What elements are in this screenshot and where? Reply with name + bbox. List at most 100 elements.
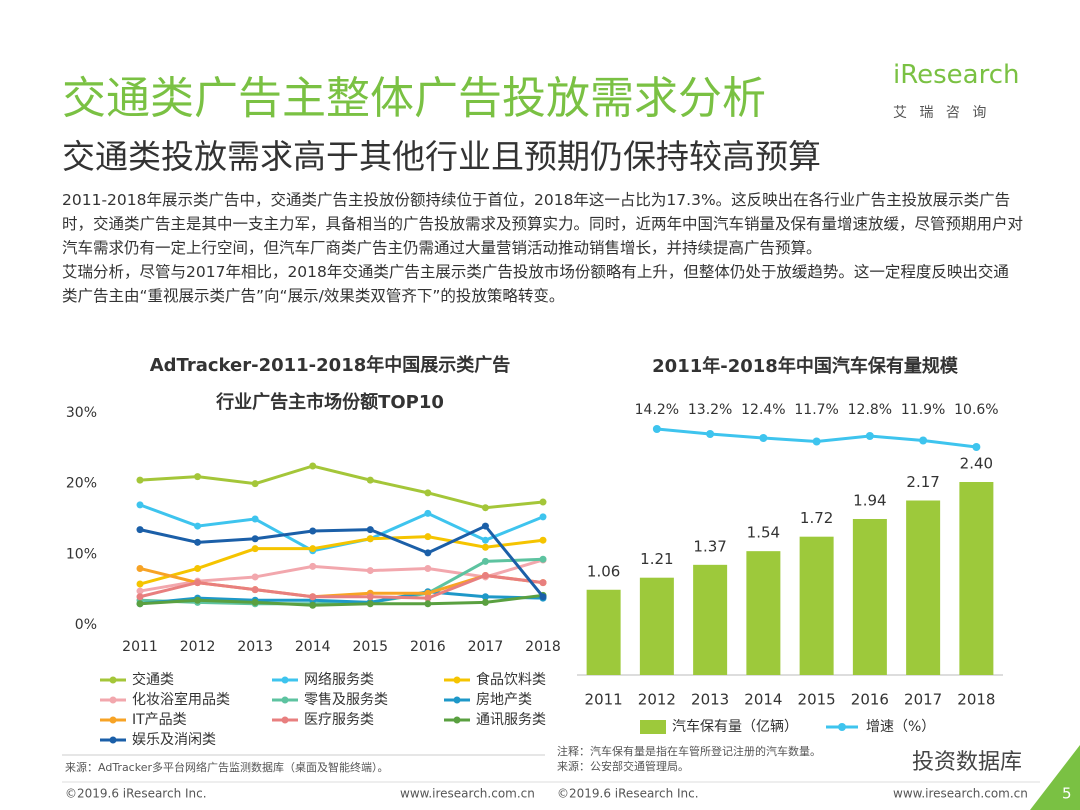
point bbox=[539, 555, 547, 563]
point bbox=[251, 598, 259, 606]
series-line bbox=[139, 573, 544, 600]
point bbox=[251, 515, 259, 523]
x-tick-label: 2011 bbox=[585, 691, 623, 709]
corner bbox=[1030, 745, 1080, 810]
value-label: 1.21 bbox=[640, 550, 673, 568]
series-line bbox=[139, 558, 544, 593]
point bbox=[424, 589, 432, 597]
point bbox=[424, 549, 432, 557]
bar bbox=[639, 577, 674, 675]
point bbox=[251, 573, 259, 581]
point bbox=[309, 462, 317, 470]
value-label: 11.9% bbox=[901, 402, 945, 418]
slide-subtitle: 交通类投放需求高于其他行业且预期仍保持较高预算 bbox=[62, 137, 821, 176]
bar bbox=[693, 564, 728, 675]
x-tick-label: 2015 bbox=[352, 639, 388, 655]
point bbox=[539, 593, 547, 601]
y-tick-label: 20% bbox=[66, 476, 97, 492]
legend-dot bbox=[281, 716, 289, 724]
value-label: 12.8% bbox=[848, 402, 892, 418]
x-tick-label: 2018 bbox=[957, 691, 995, 709]
legend-label: 房地产类 bbox=[476, 692, 532, 708]
point bbox=[706, 430, 715, 438]
point bbox=[919, 436, 928, 445]
point bbox=[194, 579, 202, 587]
x-tick-label: 2013 bbox=[691, 691, 729, 709]
point bbox=[539, 513, 547, 521]
source: 来源：AdTracker多平台网络广告监测数据库（桌面及智能终端）。 bbox=[65, 760, 389, 774]
point bbox=[366, 593, 374, 601]
point bbox=[309, 562, 317, 570]
point bbox=[972, 443, 981, 451]
x-tick-label: 2012 bbox=[180, 639, 216, 655]
point bbox=[652, 425, 661, 433]
point bbox=[424, 533, 432, 541]
legend-label: 网络服务类 bbox=[304, 672, 374, 688]
chart-title: 2011年-2018年中国汽车保有量规模 bbox=[652, 355, 959, 377]
bar bbox=[799, 536, 834, 675]
legend-label: 汽车保有量（亿辆） bbox=[672, 718, 798, 735]
legend-label: 交通类 bbox=[132, 671, 174, 688]
watermark: 投资数据库 bbox=[912, 750, 1022, 775]
legend-label: IT产品类 bbox=[132, 712, 187, 728]
value-label: 1.72 bbox=[800, 509, 833, 527]
legend-dot bbox=[453, 676, 461, 684]
point bbox=[136, 564, 144, 572]
value-label: 1.54 bbox=[747, 524, 780, 542]
source: 来源：公安部交通管理局。 bbox=[557, 759, 689, 773]
legend-dot bbox=[109, 716, 117, 724]
point bbox=[481, 543, 489, 551]
bar bbox=[852, 518, 887, 675]
point bbox=[309, 593, 317, 601]
point bbox=[251, 545, 259, 553]
chart-title: 行业广告主市场份额TOP10 bbox=[215, 391, 444, 413]
point bbox=[251, 586, 259, 594]
point bbox=[366, 600, 374, 608]
y-tick-label: 10% bbox=[66, 546, 97, 562]
point bbox=[424, 594, 432, 602]
x-tick-label: 2011 bbox=[122, 639, 158, 655]
paragraph: 2011-2018年展示类广告中，交通类广告主投放份额持续位于首位，2018年这… bbox=[62, 191, 1024, 257]
point bbox=[136, 593, 144, 601]
x-tick-label: 2018 bbox=[525, 639, 561, 655]
point bbox=[136, 501, 144, 509]
logo-cn: 艾 瑞 咨 询 bbox=[893, 105, 991, 121]
value-label: 1.06 bbox=[587, 562, 620, 580]
y-tick-label: 30% bbox=[66, 405, 97, 421]
point bbox=[136, 526, 144, 534]
x-tick-label: 2014 bbox=[744, 691, 782, 709]
point bbox=[481, 536, 489, 544]
point bbox=[136, 476, 144, 484]
bar bbox=[906, 500, 941, 675]
legend-dot bbox=[109, 736, 117, 744]
point bbox=[481, 557, 489, 565]
legend-dot bbox=[281, 676, 289, 684]
point bbox=[424, 564, 432, 572]
url: www.iresearch.com.cn bbox=[400, 787, 535, 801]
legend-dot bbox=[453, 716, 461, 724]
point bbox=[309, 527, 317, 535]
value-label: 14.2% bbox=[635, 402, 679, 418]
point bbox=[481, 598, 489, 606]
x-tick-label: 2016 bbox=[851, 691, 889, 709]
series-line bbox=[139, 593, 544, 607]
point bbox=[194, 564, 202, 572]
x-tick-label: 2017 bbox=[904, 691, 942, 709]
point bbox=[481, 522, 489, 530]
point bbox=[194, 538, 202, 546]
x-tick-label: 2015 bbox=[798, 691, 836, 709]
page-number: 5 bbox=[1062, 785, 1072, 803]
legend-label: 化妆浴室用品类 bbox=[132, 691, 230, 708]
point bbox=[366, 476, 374, 484]
point bbox=[424, 489, 432, 497]
point bbox=[759, 434, 768, 442]
value-label: 13.2% bbox=[688, 402, 732, 418]
point bbox=[194, 473, 202, 481]
point bbox=[366, 535, 374, 543]
copyright: ©2019.6 iResearch Inc. bbox=[65, 787, 207, 801]
point bbox=[309, 545, 317, 553]
point bbox=[539, 579, 547, 587]
series-line bbox=[139, 524, 545, 598]
legend-label: 食品饮料类 bbox=[476, 671, 546, 688]
